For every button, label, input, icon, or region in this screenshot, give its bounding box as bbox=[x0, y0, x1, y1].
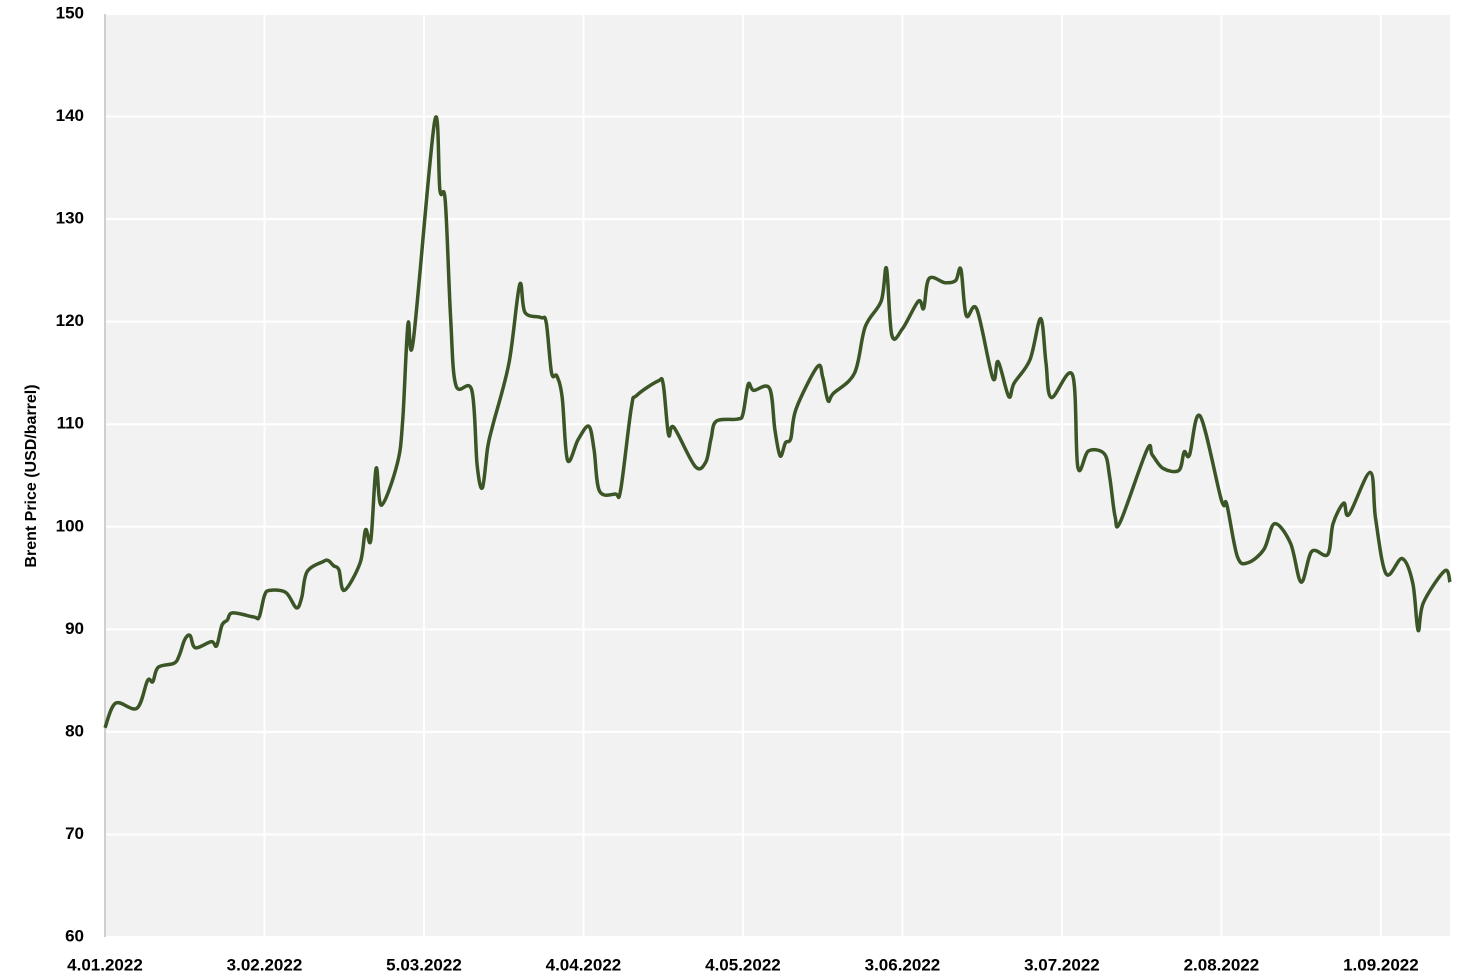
y-tick-label: 100 bbox=[56, 516, 84, 535]
y-tick-label: 110 bbox=[57, 414, 84, 433]
x-tick-label: 3.02.2022 bbox=[227, 955, 303, 974]
price-line bbox=[103, 115, 1452, 729]
x-tick-label: 2.08.2022 bbox=[1184, 955, 1260, 974]
x-tick-label: 4.01.2022 bbox=[67, 955, 143, 974]
x-tick-label: 5.03.2022 bbox=[386, 955, 462, 974]
x-tick-label: 1.09.2022 bbox=[1343, 955, 1419, 974]
x-tick-label: 4.04.2022 bbox=[546, 955, 622, 974]
y-tick-label: 150 bbox=[56, 3, 84, 22]
x-tick-label: 3.07.2022 bbox=[1024, 955, 1100, 974]
y-tick-label: 90 bbox=[65, 619, 84, 638]
y-tick-label: 80 bbox=[65, 721, 84, 740]
y-tick-label: 60 bbox=[65, 926, 84, 945]
y-tick-label: 70 bbox=[65, 824, 84, 843]
x-tick-label: 4.05.2022 bbox=[705, 955, 781, 974]
y-tick-label: 120 bbox=[56, 311, 84, 330]
y-axis-label: Brent Price (USD/barrel) bbox=[23, 384, 40, 567]
y-tick-label: 140 bbox=[56, 106, 84, 125]
plot-area bbox=[105, 14, 1450, 937]
y-tick-label: 130 bbox=[56, 209, 84, 228]
x-tick-label: 3.06.2022 bbox=[865, 955, 941, 974]
